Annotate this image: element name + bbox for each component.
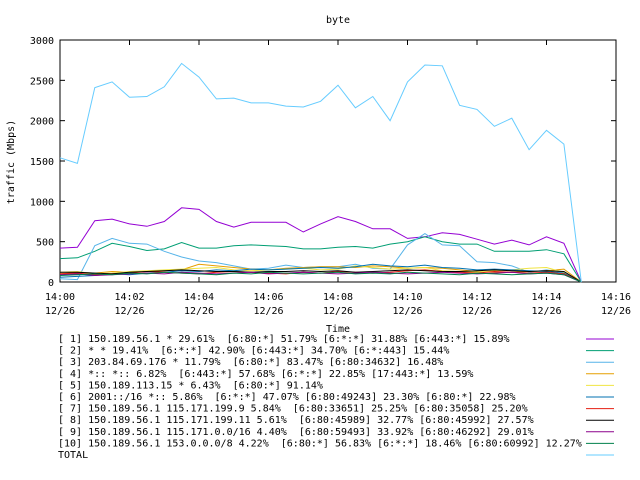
y-axis-label: traffic (Mbps) xyxy=(6,120,17,204)
x-tick-date: 12/26 xyxy=(392,306,422,317)
x-tick-time: 14:10 xyxy=(392,292,422,303)
series-line-8 xyxy=(60,269,582,283)
legend-label-9: [ 9] 150.189.56.1 115.171.0.0/16 4.40% [… xyxy=(58,427,534,438)
legend-label-2: [ 2] * * 19.41% [6:*:*] 42.90% [6:443:*]… xyxy=(58,346,449,357)
x-tick-date: 12/26 xyxy=(45,306,75,317)
x-tick-date: 12/26 xyxy=(184,306,214,317)
chart-title: byte xyxy=(326,15,350,26)
legend: [ 1] 150.189.56.1 * 29.61% [6:80:*] 51.7… xyxy=(58,334,614,461)
legend-label-8: [ 8] 150.189.56.1 115.171.199.11 5.61% [… xyxy=(58,415,534,426)
y-tick-label: 1500 xyxy=(30,157,54,168)
plot-area: 0 500 1000 1500 2000 2500 3000 14:00 12/26 14:02 1… xyxy=(30,36,631,317)
series-line-1 xyxy=(59,207,582,283)
series-line-2 xyxy=(59,236,582,283)
x-axis-label: Time xyxy=(326,324,350,335)
x-tick-date: 12/26 xyxy=(323,306,353,317)
x-tick-time: 14:04 xyxy=(184,292,214,303)
x-tick-time: 14:06 xyxy=(253,292,283,303)
legend-label-5: [ 5] 150.189.113.15 * 6.43% [6:80:*] 91.… xyxy=(58,380,323,391)
y-tick-label: 500 xyxy=(36,238,54,249)
y-tick-label: 2000 xyxy=(30,117,54,128)
x-tick-time: 14:14 xyxy=(531,292,561,303)
y-tick-label: 0 xyxy=(48,278,54,289)
x-tick-date: 12/26 xyxy=(462,306,492,317)
legend-label-6: [ 6] 2001::/16 *:: 5.86% [6:*:*] 47.07% … xyxy=(58,392,516,403)
series-line-5 xyxy=(59,265,582,283)
legend-label-3: [ 3] 203.84.69.176 * 11.79% [6:80:*] 83.… xyxy=(58,357,443,368)
plot-frame xyxy=(59,39,617,283)
series-line-10 xyxy=(59,271,582,283)
y-tick-label: 3000 xyxy=(30,36,54,47)
legend-label-1: [ 1] 150.189.56.1 * 29.61% [6:80:*] 51.7… xyxy=(58,334,510,345)
x-tick-time: 14:08 xyxy=(323,292,353,303)
x-tick-date: 12/26 xyxy=(253,306,283,317)
legend-label-4: [ 4] *:: *:: 6.82% [6:443:*] 57.68% [6:*… xyxy=(58,369,473,380)
y-tick-label: 2500 xyxy=(30,76,54,87)
legend-label-10: [10] 150.189.56.1 153.0.0.0/8 4.22% [6:8… xyxy=(58,438,582,449)
x-tick-time: 14:16 xyxy=(601,292,631,303)
x-tick-date: 12/26 xyxy=(114,306,144,317)
series-line-11 xyxy=(59,62,582,283)
legend-label-7: [ 7] 150.189.56.1 115.171.199.9 5.84% [6… xyxy=(58,404,528,415)
x-tick-date: 12/26 xyxy=(601,306,631,317)
x-tick-time: 14:00 xyxy=(45,292,75,303)
y-tick-label: 1000 xyxy=(30,197,54,208)
x-tick-time: 14:12 xyxy=(462,292,492,303)
legend-label-11: TOTAL xyxy=(58,450,88,461)
x-tick-time: 14:02 xyxy=(114,292,144,303)
x-tick-date: 12/26 xyxy=(531,306,561,317)
